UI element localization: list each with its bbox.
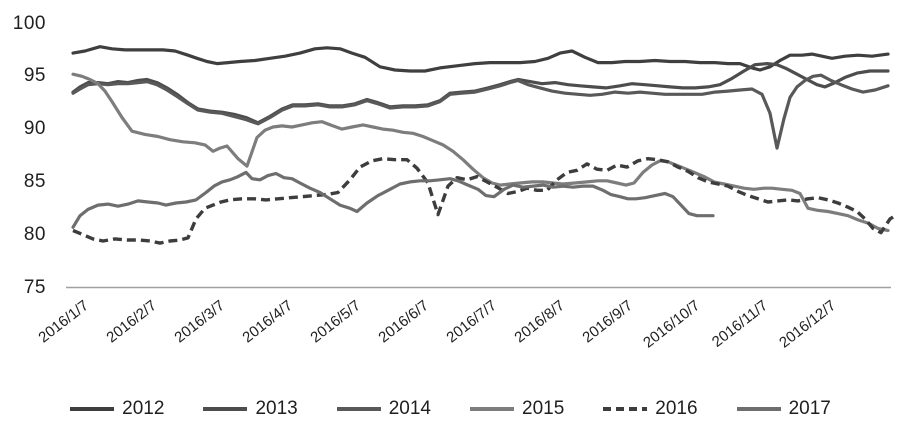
y-axis-tick-100: 100: [12, 12, 46, 34]
legend-swatch-2013-icon: [203, 407, 248, 411]
legend-label-2017: 2017: [788, 398, 831, 419]
series-line-2014: [71, 73, 890, 150]
legend-item-2017: 2017: [736, 398, 831, 420]
y-axis-tick-90: 90: [23, 118, 46, 140]
legend-swatch-2017-icon: [736, 407, 781, 411]
series-line-2013: [71, 61, 890, 125]
y-axis-tick-75: 75: [23, 276, 46, 298]
legend-item-2015: 2015: [469, 398, 564, 420]
series-line-2012: [71, 45, 890, 73]
y-axis-tick-85: 85: [23, 170, 46, 192]
y-axis-tick-80: 80: [23, 223, 46, 245]
series-line-2015: [71, 72, 890, 233]
legend-label-2016: 2016: [655, 398, 698, 419]
legend-item-2013: 2013: [202, 398, 298, 420]
legend-label-2015: 2015: [522, 398, 565, 419]
legend-label-2012: 2012: [122, 398, 165, 419]
series-line-2017: [71, 170, 715, 229]
legend-swatch-2014-icon: [336, 407, 381, 411]
plot-area: [66, 45, 898, 289]
legend-label-2014: 2014: [388, 398, 431, 419]
legend-swatch-2012-icon: [70, 407, 115, 411]
legend-swatch-2016-icon: [603, 407, 648, 411]
legend-item-2012: 2012: [69, 398, 164, 420]
legend-item-2016: 2016: [602, 398, 698, 420]
y-axis-tick-95: 95: [23, 65, 46, 87]
legend-swatch-2015-icon: [470, 407, 514, 411]
legend: 2012 2013 2014 2015 2016 2017: [0, 398, 900, 420]
legend-item-2014: 2014: [336, 398, 431, 420]
legend-label-2013: 2013: [255, 398, 298, 419]
